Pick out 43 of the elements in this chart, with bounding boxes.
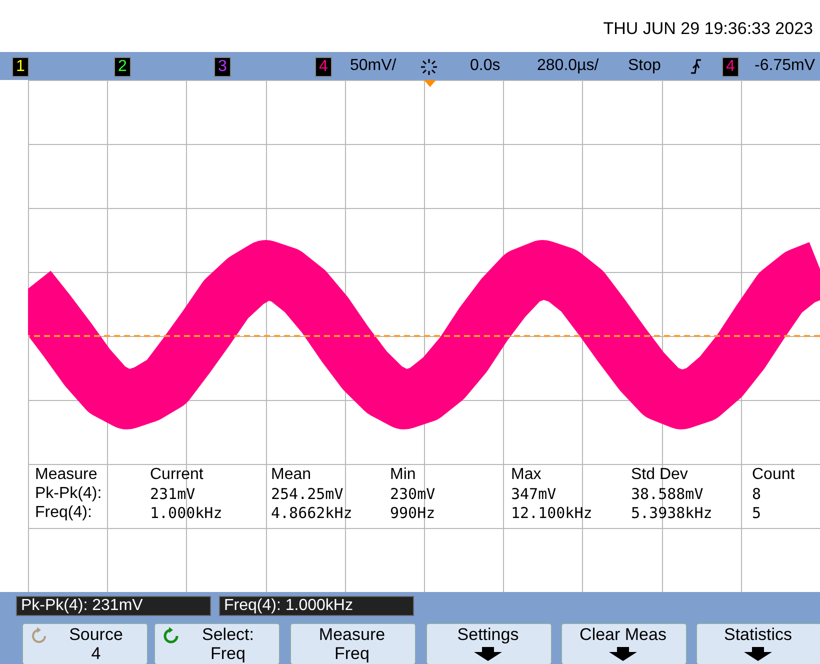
text: 990Hz	[390, 504, 436, 522]
text: 347mV	[511, 485, 556, 503]
text: 3	[214, 57, 231, 77]
text: Settings	[457, 625, 519, 644]
text: 4	[722, 57, 739, 77]
text: 8	[752, 485, 762, 503]
text: 231mV	[150, 485, 196, 503]
text: Stop	[628, 57, 661, 75]
text: Pk-Pk(4):	[35, 485, 102, 503]
text: 4	[91, 644, 101, 663]
text: Min	[390, 466, 416, 484]
text: Measure	[35, 466, 98, 484]
text: Mean	[271, 466, 312, 484]
text: 230mV	[390, 485, 436, 503]
text: Count	[752, 466, 795, 484]
text: 12.100kHz	[511, 504, 592, 522]
text: 5	[752, 504, 762, 522]
text: Source	[69, 625, 123, 644]
text: 0.0s	[470, 57, 500, 75]
text: 38.588mV	[631, 485, 704, 503]
text: 1	[12, 57, 29, 77]
text: 4	[315, 57, 332, 77]
text: Clear Meas	[580, 625, 666, 644]
text: Statistics	[724, 625, 792, 644]
text: Current	[150, 466, 204, 484]
text: Max	[511, 466, 542, 484]
text: -6.75mV	[754, 57, 815, 75]
text: 254.25mV	[271, 485, 344, 503]
text: Measure	[318, 625, 386, 644]
text: Std Dev	[631, 466, 688, 484]
text: Freq	[210, 644, 246, 663]
text: 5.3938kHz	[631, 504, 712, 522]
text: 2	[114, 57, 131, 77]
text: 280.0µs/	[537, 57, 599, 75]
text: Select:	[202, 625, 254, 644]
text: THU JUN 29 19:36:33 2023	[603, 19, 813, 38]
text: 4.8662kHz	[271, 504, 352, 522]
text: Freq(4): 1.000kHz	[219, 596, 414, 616]
text: 1.000kHz	[150, 504, 222, 522]
text: Freq	[334, 644, 370, 663]
text: Freq(4):	[35, 504, 92, 522]
text: 50mV/	[350, 57, 396, 75]
text: Pk-Pk(4): 231mV	[16, 596, 211, 616]
